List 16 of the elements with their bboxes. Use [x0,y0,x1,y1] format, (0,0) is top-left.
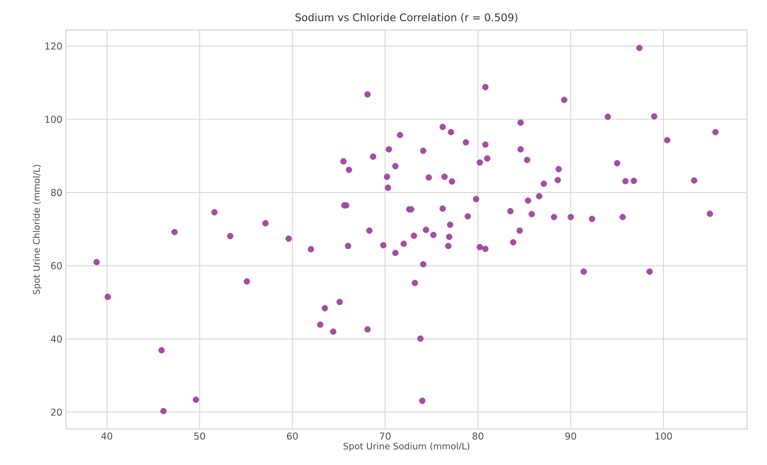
x-tick-label: 80 [472,432,484,440]
x-tick-label: 100 [656,432,672,440]
y-axis-title: Spot Urine Chloride (mmol/L) [32,164,42,294]
x-tick-label: 40 [101,432,112,440]
x-tick-label: 60 [287,432,298,440]
chart-title: Sodium vs Chloride Correlation (r = 0.509) [296,13,518,22]
y-tick-label: 20 [51,408,62,416]
x-axis-title: Spot Urine Sodium (mmol/L) [344,442,470,452]
y-tick-label: 120 [45,42,62,50]
x-tick-label: 70 [380,432,391,440]
y-tick-label: 40 [50,335,62,343]
y-tick-label: 100 [45,116,62,123]
y-tick-label: 80 [51,188,62,196]
y-tick-label: 60 [51,262,62,270]
x-tick-label: 90 [565,432,576,440]
x-tick-label: 50 [194,432,205,440]
